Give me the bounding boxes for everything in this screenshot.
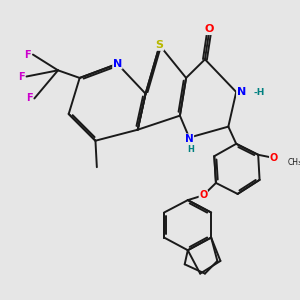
- Text: -H: -H: [254, 88, 265, 97]
- Text: CH₃: CH₃: [288, 158, 300, 166]
- Text: F: F: [25, 50, 31, 60]
- Text: H: H: [187, 145, 194, 154]
- Text: O: O: [205, 25, 214, 34]
- Text: O: O: [199, 190, 207, 200]
- Text: N: N: [237, 87, 246, 97]
- Text: N: N: [113, 59, 122, 69]
- Text: F: F: [26, 94, 33, 103]
- Text: N: N: [185, 134, 194, 144]
- Text: S: S: [156, 40, 164, 50]
- Text: F: F: [18, 71, 25, 82]
- Text: O: O: [269, 153, 278, 163]
